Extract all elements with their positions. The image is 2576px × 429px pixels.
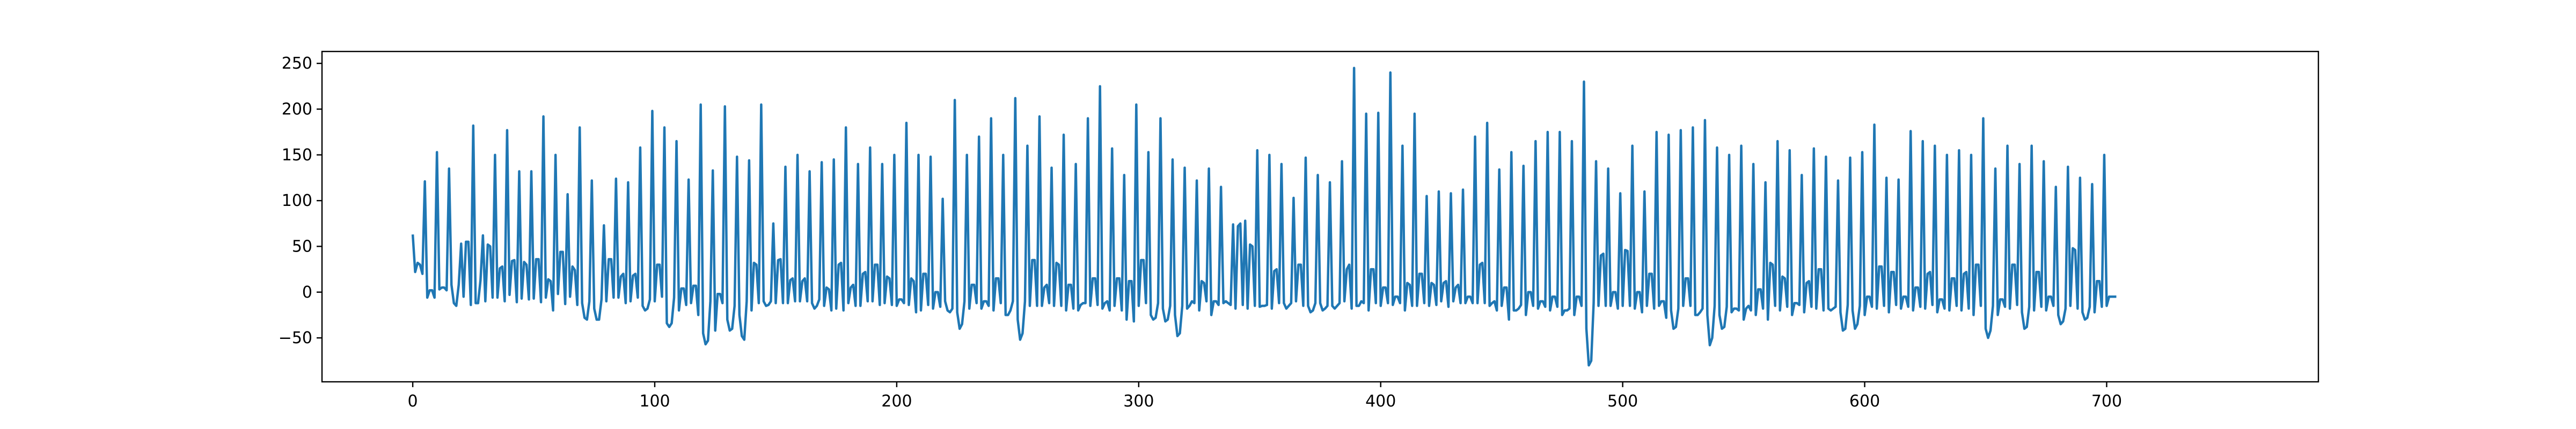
y-tick-label: 250 xyxy=(282,54,312,73)
y-tick-label: 100 xyxy=(282,191,312,210)
series-line xyxy=(411,66,2117,367)
y-axis: −50 0 50 100 150 200 250 xyxy=(279,54,322,347)
x-tick-label: 500 xyxy=(1607,392,1638,411)
y-tick-label: 50 xyxy=(292,237,312,256)
x-tick-label: 400 xyxy=(1365,392,1396,411)
x-tick-label: 600 xyxy=(1849,392,1880,411)
x-tick-label: 100 xyxy=(639,392,670,411)
x-tick-label: 0 xyxy=(408,392,418,411)
y-tick-label: 150 xyxy=(282,146,312,165)
y-tick-label: 0 xyxy=(302,283,312,302)
x-axis: 0 100 200 300 400 500 600 700 xyxy=(408,382,2122,411)
y-tick-label: 200 xyxy=(282,100,312,119)
x-tick-label: 700 xyxy=(2091,392,2122,411)
x-tick-label: 200 xyxy=(881,392,912,411)
plot-frame xyxy=(321,50,2319,383)
x-tick-label: 300 xyxy=(1123,392,1154,411)
y-tick-label: −50 xyxy=(279,329,312,347)
